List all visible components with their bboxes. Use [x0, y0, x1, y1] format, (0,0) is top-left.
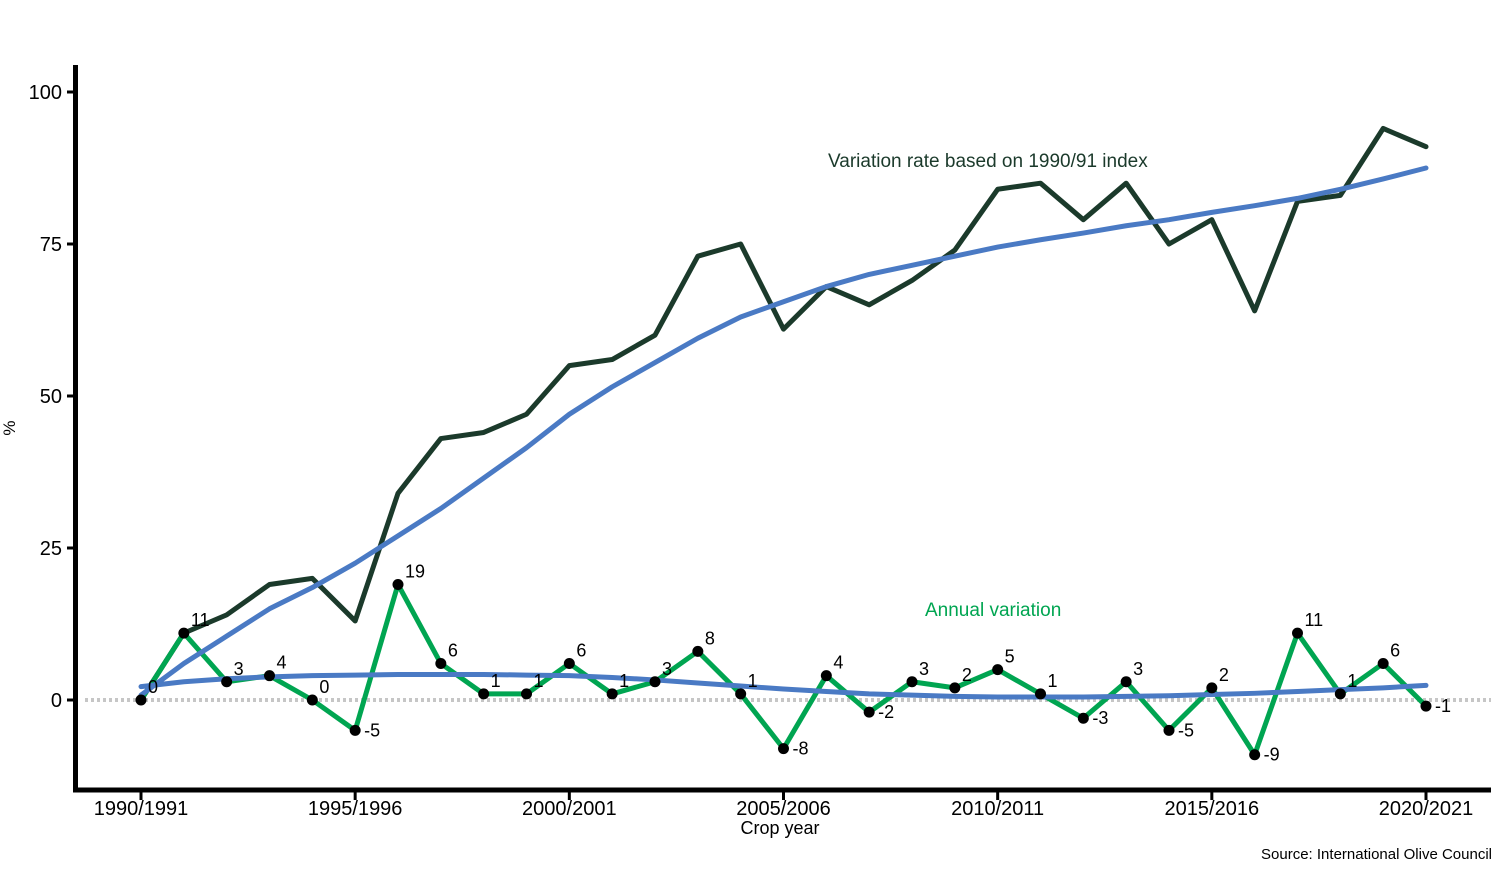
data-point [692, 645, 704, 657]
data-point [435, 658, 447, 670]
x-tick-label: 1995/1996 [308, 798, 403, 820]
data-point [820, 670, 832, 682]
data-point-label: 1 [748, 671, 758, 691]
data-point-label: 2 [962, 665, 972, 685]
series-line-index [138, 125, 1429, 703]
data-point [178, 627, 190, 639]
data-point [606, 688, 618, 700]
y-tick-label: 25 [40, 538, 62, 560]
data-point [392, 578, 404, 590]
data-point-label: 2 [1219, 665, 1229, 685]
data-point-label: 0 [148, 677, 158, 697]
data-point [735, 688, 747, 700]
data-point [563, 658, 575, 670]
data-point-label: 3 [919, 659, 929, 679]
data-point-label: 1 [1048, 671, 1058, 691]
data-point [649, 676, 661, 688]
data-point-label: 11 [1305, 610, 1324, 630]
x-tick-label: 1990/1991 [94, 798, 189, 820]
data-point [1035, 688, 1046, 700]
y-tick-label: 0 [51, 690, 62, 712]
data-point [949, 682, 961, 694]
data-point-label: 6 [1390, 641, 1400, 661]
data-point-label: 1 [491, 671, 501, 691]
data-point-label: 0 [319, 677, 329, 697]
data-point-label: 3 [234, 659, 244, 679]
data-point-label: 1 [619, 671, 629, 691]
data-point-label: 11 [191, 610, 210, 630]
data-point-label: -9 [1264, 745, 1280, 765]
x-axis-title: Crop year [740, 818, 819, 838]
data-point-label: 3 [662, 659, 672, 679]
data-point-label: 6 [576, 641, 586, 661]
data-point [1334, 688, 1346, 700]
data-point [1206, 682, 1218, 694]
data-point [1377, 658, 1389, 670]
data-point [478, 688, 490, 700]
data-point-label: 8 [705, 628, 715, 648]
annual-series-label: Annual variation [925, 600, 1061, 621]
data-point [264, 670, 275, 682]
data-point [906, 676, 918, 688]
data-point-label: 1 [1347, 671, 1357, 691]
x-tick-label: 2000/2001 [522, 798, 617, 820]
data-point-label: -3 [1092, 708, 1108, 728]
source-note: Source: International Olive Council [1261, 846, 1492, 863]
data-point-label: 3 [1133, 659, 1143, 679]
data-point-label: -8 [793, 739, 809, 759]
x-tick-label: 2005/2006 [736, 798, 831, 820]
x-tick-label: 2020/2021 [1379, 798, 1474, 820]
data-point-label: 19 [405, 561, 425, 581]
y-tick-label: 75 [40, 234, 62, 256]
data-point-label: 5 [1005, 647, 1015, 667]
data-point [1163, 724, 1175, 736]
series-line-annual-trend [138, 671, 1429, 700]
data-point-label: -1 [1435, 696, 1451, 716]
data-point [1077, 712, 1089, 724]
data-point [1292, 627, 1303, 639]
data-point [349, 724, 361, 736]
index-series-label: Variation rate based on 1990/91 index [828, 151, 1148, 172]
data-point-label: 6 [448, 641, 458, 661]
y-tick-label: 100 [29, 82, 62, 104]
data-point [778, 743, 789, 755]
data-point [1249, 749, 1261, 761]
data-point [521, 688, 532, 700]
data-point [1420, 700, 1432, 712]
y-axis-title: % [0, 420, 19, 435]
data-point-label: 4 [277, 653, 287, 673]
x-tick-label: 2015/2016 [1165, 798, 1260, 820]
data-point [992, 664, 1004, 676]
data-point [1120, 676, 1132, 688]
data-point [306, 694, 318, 706]
y-tick-label: 50 [40, 386, 62, 408]
series-line-index-trend [138, 165, 1429, 698]
data-point [221, 676, 233, 688]
x-tick-label: 2010/2011 [951, 798, 1044, 820]
series-line-annual [138, 581, 1429, 758]
data-point-label: -5 [364, 720, 380, 740]
data-point-label: -5 [1178, 720, 1194, 740]
data-point [863, 706, 875, 718]
data-point-label: 4 [833, 653, 843, 673]
data-point-label: -2 [878, 702, 894, 722]
data-point-label: 1 [534, 671, 544, 691]
data-point [135, 694, 147, 706]
